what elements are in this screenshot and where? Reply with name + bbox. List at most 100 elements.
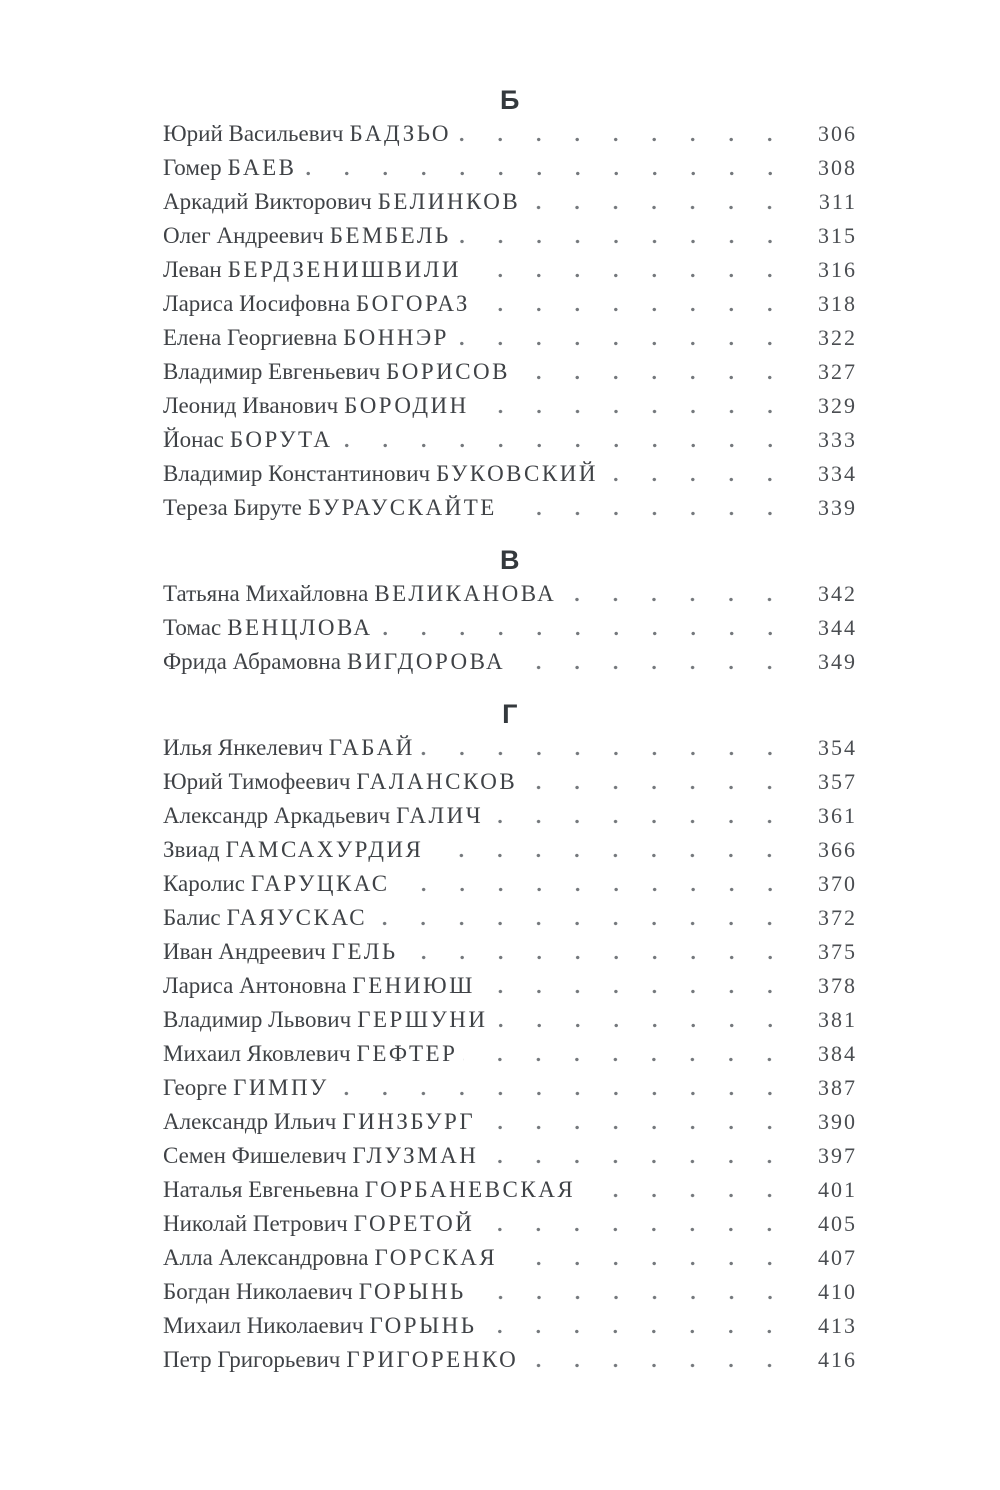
entry-given-names: Каролис	[163, 871, 245, 896]
entry-page-number: 387	[818, 1075, 857, 1100]
toc-entry-row: Николай Петрович ГОРЕТОЙ 405	[163, 1207, 857, 1241]
entry-surname: БОРИСОВ	[386, 359, 511, 384]
dot-leader	[395, 867, 791, 901]
entry-name: Илья Янкелевич ГАБАЙ	[163, 731, 415, 765]
entry-surname: БОРУТА	[229, 427, 333, 452]
entry-surname: БУКОВСКИЙ	[436, 461, 598, 486]
dot-leader	[471, 1275, 791, 1309]
dot-leader	[420, 731, 791, 765]
toc-entry-row: Наталья Евгеньевна ГОРБАНЕВСКАЯ 401	[163, 1173, 857, 1207]
entry-page-number: 370	[818, 871, 857, 896]
dot-leader	[489, 799, 791, 833]
dot-leader	[481, 1105, 791, 1139]
entry-page-number: 381	[818, 1007, 857, 1032]
entry-page-number: 329	[818, 393, 857, 418]
entry-name: Наталья Евгеньевна ГОРБАНЕВСКАЯ	[163, 1173, 575, 1207]
toc-entry-row: Иван Андреевич ГЕЛЬ 375	[163, 935, 857, 969]
table-of-contents: Б Юрий Васильевич БАДЗЬО 306 Гомер БАЕВ 30…	[163, 83, 857, 1377]
entry-surname: ГОРЕТОЙ	[353, 1211, 475, 1236]
entry-surname: БЕМБЕЛЬ	[329, 223, 451, 248]
dot-leader	[456, 219, 791, 253]
dot-leader	[475, 287, 791, 321]
entry-name: Георге ГИМПУ	[163, 1071, 329, 1105]
entry-page-number: 384	[818, 1041, 857, 1066]
entry-surname: ГАБАЙ	[328, 735, 415, 760]
entry-page-number: 407	[818, 1245, 857, 1270]
entry-surname: ГРИГОРЕНКО	[346, 1347, 519, 1372]
entry-name: Петр Григорьевич ГРИГОРЕНКО	[163, 1343, 518, 1377]
section-letter-heading: Г	[502, 699, 518, 729]
dot-leader	[378, 611, 791, 645]
entry-page-number: 413	[818, 1313, 857, 1338]
toc-entry-row: Владимир Львович ГЕРШУНИ 381	[163, 1003, 857, 1037]
toc-entry-row: Аркадий Викторович БЕЛИНКОВ 311	[163, 185, 857, 219]
dot-leader	[523, 765, 791, 799]
entry-name: Алла Александровна ГОРСКАЯ	[163, 1241, 497, 1275]
toc-entry-row: Александр Ильич ГИНЗБУРГ 390	[163, 1105, 857, 1139]
entry-name: Леван БЕРДЗЕНИШВИЛИ	[163, 253, 461, 287]
entry-surname: ГОРБАНЕВСКАЯ	[364, 1177, 576, 1202]
entry-name: Томас ВЕНЦЛОВА	[163, 611, 373, 645]
entry-name: Тереза Бируте БУРАУСКАЙТЕ	[163, 491, 497, 525]
entry-surname: ГЕРШУНИ	[357, 1007, 488, 1032]
entry-page-number: 349	[818, 649, 857, 674]
toc-section: В Татьяна Михайловна ВЕЛИКАНОВА 342 Томас…	[163, 543, 857, 679]
dot-leader	[463, 1037, 791, 1071]
entry-surname: ВЕНЦЛОВА	[227, 615, 373, 640]
dot-leader	[403, 935, 791, 969]
entry-surname: ГАЛАНСКОВ	[356, 769, 518, 794]
entry-surname: БОГОРАЗ	[356, 291, 470, 316]
entry-name: Богдан Николаевич ГОРЫНЬ	[163, 1275, 466, 1309]
entry-given-names: Богдан Николаевич	[163, 1279, 353, 1304]
entry-name: Иван Андреевич ГЕЛЬ	[163, 935, 398, 969]
entry-page-number: 354	[818, 735, 857, 760]
entry-page-number: 375	[818, 939, 857, 964]
toc-entry-row: Балис ГАЯУСКАС 372	[163, 901, 857, 935]
dot-leader	[562, 577, 791, 611]
entry-given-names: Олег Андреевич	[163, 223, 324, 248]
entry-page-number: 405	[818, 1211, 857, 1236]
entry-given-names: Владимир Евгеньевич	[163, 359, 381, 384]
entry-page-number: 357	[818, 769, 857, 794]
dot-leader	[502, 491, 791, 525]
entry-surname: ГАЛИЧ	[396, 803, 484, 828]
dot-leader	[338, 423, 791, 457]
entry-surname: БОРОДИН	[344, 393, 469, 418]
toc-entry-row: Звиад ГАМСАХУРДИЯ 366	[163, 833, 857, 867]
entry-given-names: Александр Аркадьевич	[163, 803, 391, 828]
entry-name: Владимир Константинович БУКОВСКИЙ	[163, 457, 598, 491]
toc-entry-row: Михаил Яковлевич ГЕФТЕР 384	[163, 1037, 857, 1071]
entry-surname: БУРАУСКАЙТЕ	[307, 495, 497, 520]
dot-leader	[511, 645, 791, 679]
dot-leader	[373, 901, 791, 935]
dot-leader	[474, 389, 791, 423]
dot-leader	[603, 457, 791, 491]
toc-entry-row: Тереза Бируте БУРАУСКАЙТЕ 339	[163, 491, 857, 525]
entry-given-names: Иван Андреевич	[163, 939, 326, 964]
entry-name: Лариса Антоновна ГЕНИЮШ	[163, 969, 475, 1003]
entry-name: Семен Фишелевич ГЛУЗМАН	[163, 1139, 478, 1173]
entry-given-names: Тереза Бируте	[163, 495, 302, 520]
entry-given-names: Фрида Абрамовна	[163, 649, 341, 674]
dot-leader	[457, 117, 791, 151]
entry-surname: ГЕЛЬ	[331, 939, 398, 964]
entry-given-names: Михаил Яковлевич	[163, 1041, 351, 1066]
entry-given-names: Петр Григорьевич	[163, 1347, 341, 1372]
section-letter-heading: В	[500, 545, 520, 575]
entry-name: Леонид Иванович БОРОДИН	[163, 389, 469, 423]
entry-name: Йонас БОРУТА	[163, 423, 333, 457]
entry-page-number: 410	[818, 1279, 857, 1304]
toc-entry-row: Александр Аркадьевич ГАЛИЧ 361	[163, 799, 857, 833]
dot-leader	[480, 969, 791, 1003]
entry-surname: ГИНЗБУРГ	[342, 1109, 476, 1134]
toc-entry-row: Семен Фишелевич ГЛУЗМАН 397	[163, 1139, 857, 1173]
entry-given-names: Томас	[163, 615, 222, 640]
entry-page-number: 390	[818, 1109, 857, 1134]
entry-surname: ГЕНИЮШ	[352, 973, 475, 998]
toc-entry-row: Гомер БАЕВ 308	[163, 151, 857, 185]
entry-page-number: 344	[818, 615, 857, 640]
toc-entry-row: Томас ВЕНЦЛОВА 344	[163, 611, 857, 645]
entry-given-names: Леван	[163, 257, 222, 282]
entry-surname: ГОРЫНЬ	[369, 1313, 477, 1338]
